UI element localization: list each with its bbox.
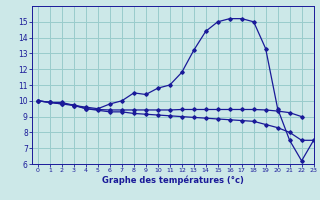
X-axis label: Graphe des températures (°c): Graphe des températures (°c): [102, 176, 244, 185]
